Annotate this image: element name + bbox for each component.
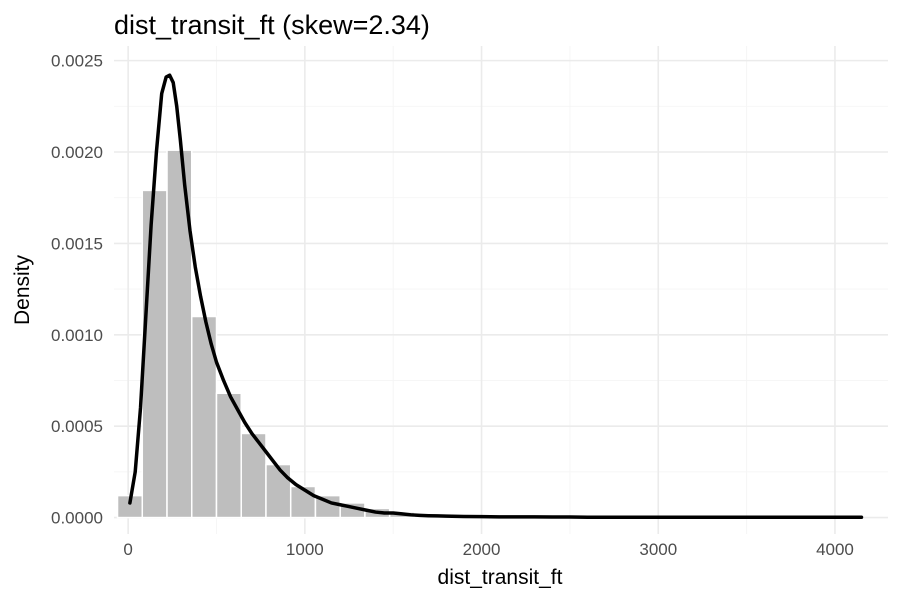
y-tick-label: 0.0010 <box>51 326 103 345</box>
y-tick-label: 0.0020 <box>51 143 103 162</box>
x-tick-label: 4000 <box>816 540 854 559</box>
y-axis-label: Density <box>11 254 34 325</box>
y-tick-label: 0.0005 <box>51 417 103 436</box>
y-tick-label: 0.0025 <box>51 52 103 71</box>
x-axis-label: dist_transit_ft <box>438 566 563 589</box>
y-tick-label: 0.0000 <box>51 509 103 528</box>
x-tick-label: 0 <box>123 540 132 559</box>
tick-labels: 0 1000 2000 3000 4000 0.0000 0.0005 0.0010 0.001… <box>51 52 854 559</box>
histogram-bar <box>289 485 317 519</box>
x-tick-label: 1000 <box>286 540 324 559</box>
density-curve <box>128 73 864 519</box>
x-tick-label: 2000 <box>463 540 501 559</box>
histogram-bars <box>116 149 564 519</box>
x-tick-label: 3000 <box>639 540 677 559</box>
density-curve-layer <box>128 73 864 519</box>
y-tick-label: 0.0015 <box>51 234 103 253</box>
histogram-bar <box>265 463 292 519</box>
histogram-bar <box>215 392 242 519</box>
histogram-bar <box>141 189 168 519</box>
chart-title: dist_transit_ft (skew=2.34) <box>114 10 430 40</box>
